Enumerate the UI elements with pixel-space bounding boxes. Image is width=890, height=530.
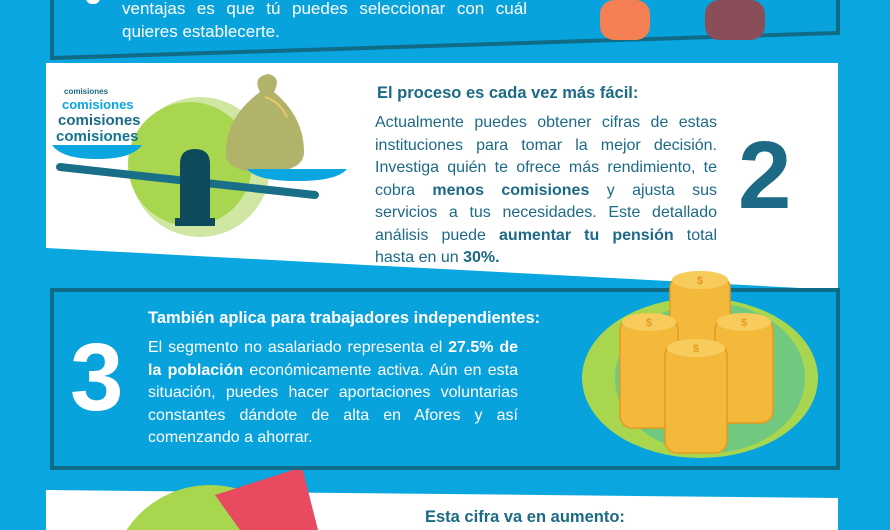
section2-body: Actualmente puedes obtener cifras de est… [375, 114, 718, 266]
section2-heading: El proceso es cada vez más fácil: [377, 84, 639, 102]
section2-number: 2 [738, 122, 792, 229]
section4-panel [46, 470, 838, 530]
section4-heading: Esta cifra va en aumento: [425, 508, 625, 526]
money-bag-icon [225, 74, 304, 172]
section3-body: El segmento no asalariado representa el … [148, 339, 519, 446]
dollar-icon: $ $ $ $ [646, 275, 747, 355]
comisiones-word: comisiones [56, 128, 139, 145]
section3-heading: También aplica para trabajadores indepen… [148, 309, 541, 327]
comisiones-word: comisiones [62, 97, 134, 112]
scale-illustration: comisiones comisiones comisiones comisio… [52, 74, 347, 237]
arrow-up-icon [215, 470, 318, 530]
coins-illustration: $ $ $ $ [582, 271, 818, 458]
svg-text:$: $ [693, 343, 699, 355]
comisiones-word: comisiones [64, 87, 109, 96]
svg-text:$: $ [646, 317, 652, 329]
svg-text:$: $ [741, 317, 747, 329]
section3-number: 3 [70, 324, 124, 431]
number-1-fragment [86, 0, 100, 4]
people-illustration [600, 0, 765, 40]
svg-text:$: $ [697, 275, 703, 287]
section1-body: ventajas es que tú puedes seleccionar co… [122, 0, 527, 41]
comisiones-word: comisiones [58, 112, 141, 129]
